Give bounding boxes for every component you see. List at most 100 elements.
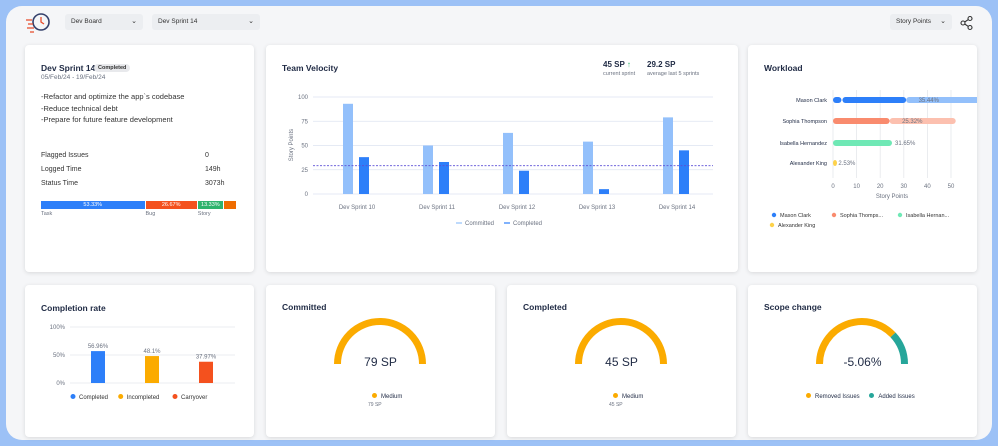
goal-item: -Refactor and optimize the app`s codebas… (41, 92, 185, 101)
stat-logged-time: Logged Time 149h (41, 166, 231, 173)
x-tick-label: 50 (948, 184, 955, 190)
legend-label: Carryover (181, 395, 207, 401)
current-sprint-value: 45 SP ↑ (603, 60, 631, 69)
x-tick-label: Dev Sprint 11 (419, 205, 456, 211)
bar-completed (519, 170, 529, 194)
legend-dot (831, 212, 837, 218)
bar-segment (906, 97, 977, 103)
bar-carryover (199, 361, 213, 383)
y-tick-label: Mason Clark (796, 98, 827, 104)
scope-legend: Removed Issues Added Issues (806, 393, 915, 400)
status-badge: Completed (94, 64, 131, 72)
gauge-legend: Medium (613, 393, 643, 400)
card-title: Team Velocity (282, 63, 339, 73)
bar-committed (583, 141, 593, 194)
legend-label: Completed (79, 395, 108, 401)
metric-select[interactable]: Story Points ⌄ (890, 14, 952, 30)
board-select-value: Dev Board (71, 18, 102, 25)
legend-dot (372, 393, 377, 398)
gauge-legend-value: 45 SP (609, 402, 623, 408)
goal-item: -Prepare for future feature development (41, 115, 173, 124)
legend-dot (897, 212, 903, 218)
stat-value: 3073h (205, 180, 225, 187)
chevron-down-icon: ⌄ (248, 18, 254, 25)
bar-completed (91, 351, 105, 383)
bar-segment (833, 160, 837, 166)
velocity-chart: 0 25 50 75 100 Story Points Dev Sprint 10 Dev S… (289, 95, 713, 227)
legend-label[interactable]: Added Issues (878, 394, 915, 400)
x-tick-label: 20 (877, 184, 884, 190)
team-velocity-card: Team Velocity 45 SP ↑ current sprint 29.… (266, 45, 738, 272)
breakdown-label: Story (197, 211, 211, 217)
card-title: Completed (523, 302, 567, 312)
completed-card: Completed 45 SP Medium 45 SP (507, 285, 736, 437)
breakdown-label: Task (41, 211, 53, 217)
bar-committed (663, 117, 673, 194)
card-title: Committed (282, 302, 327, 312)
committed-gauge (334, 318, 426, 365)
y-tick-label: 100 (298, 95, 309, 101)
bar-segment (889, 118, 956, 124)
x-tick-label: Dev Sprint 10 (339, 205, 376, 211)
breakdown-segment[interactable]: 53.33% (41, 201, 145, 209)
y-tick-label: 50 (301, 144, 308, 150)
legend-label: Incompleted (127, 395, 160, 401)
sprint-summary-card: Dev Sprint 14 Completed 05/Feb/24 - 19/F… (25, 45, 254, 272)
average-value: 29.2 SP (647, 60, 676, 69)
current-sprint-sp: 45 SP (603, 60, 625, 69)
board-select[interactable]: Dev Board ⌄ (65, 14, 143, 30)
gauge-arc (334, 318, 426, 365)
legend-label: Completed (513, 221, 542, 227)
bar-label: 37.97% (196, 355, 217, 361)
stat-label: Flagged Issues (41, 152, 89, 159)
completion-rate-card: Completion rate 0% 50% 100% 56.96% 48.1% 37.9… (25, 285, 254, 437)
y-tick-label: 75 (301, 119, 308, 125)
x-tick-label: 40 (924, 184, 931, 190)
arrow-up-icon: ↑ (626, 60, 631, 69)
x-tick-label: 10 (853, 184, 860, 190)
goal-item: -Reduce technical debt (41, 103, 118, 113)
legend-label: Isabella Hernan... (906, 213, 950, 219)
bar-incompleted (145, 356, 159, 383)
sprint-dates: 05/Feb/24 - 19/Feb/24 (41, 74, 106, 81)
share-icon[interactable] (959, 15, 975, 31)
legend-label: Medium (622, 394, 644, 400)
y-tick-label: Alexander King (790, 161, 827, 167)
breakdown-segment[interactable]: 26.67% (145, 201, 197, 209)
x-tick-label: 0 (831, 184, 835, 190)
y-tick-label: 0% (56, 381, 65, 387)
legend-label: Medium (381, 394, 403, 400)
bar-completed (679, 150, 689, 194)
legend-label: Mason Clark (780, 213, 811, 219)
breakdown-segment[interactable] (223, 201, 236, 209)
issue-type-breakdown-bar: 53.33% Task 26.67% Bug 13.33% Story (41, 201, 237, 221)
bar-label: 31.65% (895, 141, 916, 147)
bar-label: 25.32% (902, 119, 923, 125)
gauge-legend-value: 79 SP (368, 402, 382, 408)
bar-completed (599, 189, 609, 194)
sprint-name: Dev Sprint 14 (41, 63, 96, 73)
stat-value: 0 (205, 152, 209, 159)
gauge-arc-removed (816, 318, 896, 365)
legend-label: Alexander King (778, 223, 815, 229)
y-tick-label: 50% (53, 353, 66, 359)
completion-rate-chart: 0% 50% 100% 56.96% 48.1% 37.97% Completed Incom… (50, 325, 235, 401)
gauge-arc-added (890, 332, 908, 365)
stat-label: Logged Time (41, 166, 82, 173)
current-sprint-label: current sprint (603, 71, 636, 77)
workload-chart: 0 10 20 30 40 50 Story Points Mason Clark 35.44%… (769, 90, 977, 229)
legend-label[interactable]: Removed Issues (815, 394, 860, 400)
legend-dot (869, 393, 875, 398)
legend-dot (806, 393, 811, 398)
gauge-value: -5.06% (843, 355, 882, 369)
card-title: Scope change (764, 302, 822, 312)
breakdown-label: Bug (145, 211, 156, 217)
bar-segment (842, 97, 907, 103)
stat-status-time: Status Time 3073h (41, 180, 231, 187)
sprint-select[interactable]: Dev Sprint 14 ⌄ (152, 14, 260, 30)
y-tick-label: Isabella Hernandez (780, 141, 828, 147)
workload-card: Workload 0 10 20 30 40 50 Story Points Mason Cl… (748, 45, 977, 272)
y-tick-label: 100% (50, 325, 66, 331)
breakdown-segment[interactable]: 13.33% (197, 201, 223, 209)
legend-dot (613, 393, 618, 398)
